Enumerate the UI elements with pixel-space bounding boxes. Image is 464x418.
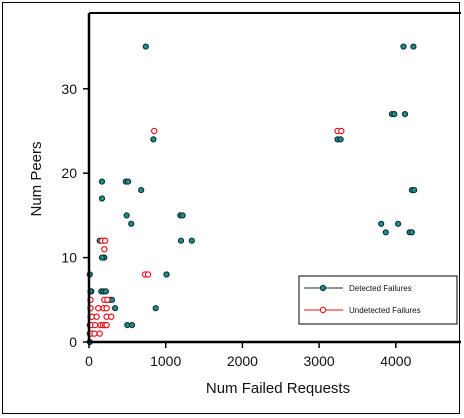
undetected-failure-point xyxy=(91,321,99,329)
x-tick-label: 2000 xyxy=(227,353,258,369)
undetected-failure-point xyxy=(107,313,115,320)
detected-failure-point xyxy=(152,305,159,312)
detected-failure-point xyxy=(337,136,344,143)
y-tick-label: 20 xyxy=(61,165,77,181)
detected-failure-point xyxy=(408,229,415,236)
detected-failure-point xyxy=(98,178,106,185)
undetected-failure-point xyxy=(104,296,111,303)
detected-failure-point xyxy=(400,43,407,50)
undetected-failure-point xyxy=(103,321,110,329)
detected-failure-point xyxy=(410,43,417,50)
detected-failure-point xyxy=(138,187,145,194)
plot-marks xyxy=(86,43,418,346)
detected-failure-point xyxy=(125,178,132,185)
axis-ticks: 0 1000 2000 3000 4000 0 10 20 30 xyxy=(61,81,411,369)
undetected-failure-point xyxy=(144,271,152,278)
x-axis-label: Num Failed Requests xyxy=(206,380,350,397)
detected-failure-point xyxy=(391,111,398,118)
detected-failure-point xyxy=(98,254,106,261)
undetected-failure-point xyxy=(91,330,98,337)
chart-frame: 0 1000 2000 3000 4000 0 10 20 30 Num Failed Requ… xyxy=(2,2,461,414)
detected-failure-point xyxy=(177,237,185,244)
y-axis-label: Num Peers xyxy=(28,141,45,216)
legend-undetected-marker xyxy=(319,306,327,314)
detected-failure-point xyxy=(128,322,136,329)
y-tick-label: 0 xyxy=(69,334,77,350)
x-tick-label: 3000 xyxy=(304,353,335,369)
detected-failure-point xyxy=(128,220,135,227)
undetected-failure-point xyxy=(101,245,108,253)
undetected-failure-point xyxy=(150,127,158,135)
detected-failure-point xyxy=(163,271,170,278)
detected-failure-point xyxy=(401,111,409,118)
legend-box xyxy=(298,275,458,325)
detected-failure-point xyxy=(98,195,106,202)
x-tick-label: 0 xyxy=(85,353,93,369)
y-tick-label: 30 xyxy=(61,81,77,97)
y-tick-label: 10 xyxy=(61,250,77,266)
undetected-failure-point xyxy=(101,237,109,244)
detected-failure-point xyxy=(123,212,130,219)
legend: Detected Failures Undetected Failures xyxy=(298,275,458,325)
legend-detected-marker xyxy=(319,284,327,292)
undetected-failure-point xyxy=(96,330,103,337)
detected-failure-point xyxy=(188,237,195,244)
detected-failure-point xyxy=(179,212,186,219)
detected-failure-point xyxy=(142,43,149,50)
detected-failure-point xyxy=(395,220,402,227)
undetected-failure-point xyxy=(103,305,110,312)
x-tick-label: 1000 xyxy=(150,353,181,369)
detected-failure-point xyxy=(378,220,385,227)
legend-undetected-label: Undetected Failures xyxy=(349,306,421,315)
detected-failure-point xyxy=(382,229,389,236)
undetected-failure-point xyxy=(93,313,100,320)
detected-failure-point xyxy=(112,305,119,312)
detected-failure-point xyxy=(102,288,110,295)
scatter-chart: 0 1000 2000 3000 4000 0 10 20 30 Num Failed Requ… xyxy=(28,12,461,397)
undetected-failure-point xyxy=(94,305,102,312)
x-tick-label: 4000 xyxy=(380,353,411,369)
undetected-failure-point xyxy=(338,127,345,135)
detected-failure-point xyxy=(411,187,418,194)
legend-detected-label: Detected Failures xyxy=(349,284,412,293)
detected-failure-point xyxy=(150,136,157,143)
